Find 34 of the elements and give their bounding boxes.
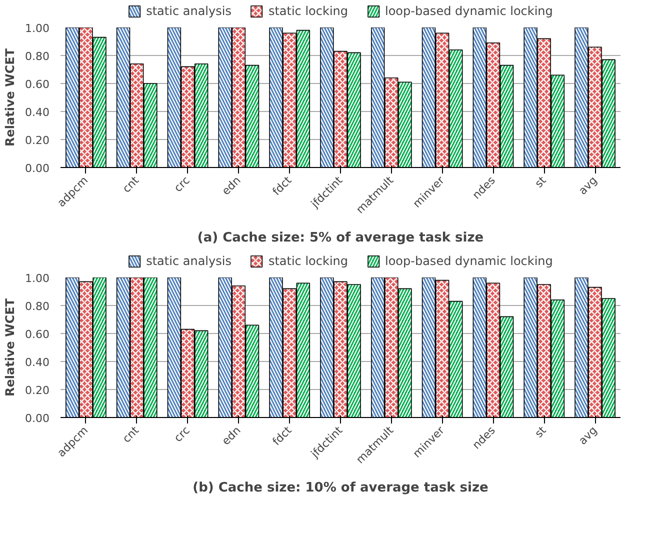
y-tick-label: 0.60 (25, 78, 50, 91)
text: (a) Cache size: 5% of average task size (197, 230, 484, 246)
y-tick-label: 0.60 (25, 328, 50, 341)
y-tick-label: 1.00 (25, 272, 50, 285)
y-axis-title: Relative WCET (3, 298, 18, 396)
text: (b) Cache size: 10% of average task size (192, 480, 489, 496)
y-tick-label: 0.20 (25, 134, 50, 147)
x-tick-label: crc (172, 174, 192, 195)
x-tick-label: cnt (120, 173, 142, 196)
legend-label: static analysis (146, 254, 232, 268)
y-tick-label: 0.20 (25, 384, 50, 397)
x-tick-label: fdct (270, 423, 295, 448)
x-tick-label: st (532, 423, 550, 440)
x-tick-label: edn (219, 424, 244, 448)
legend-label: loop-based dynamic locking (385, 254, 553, 268)
legend-label: static locking (268, 4, 348, 18)
x-tick-label: crc (172, 424, 192, 445)
legend-label: loop-based dynamic locking (385, 4, 553, 18)
y-tick-label: 0.80 (25, 300, 50, 313)
x-tick-label: st (532, 173, 550, 190)
legend-label: static analysis (146, 4, 232, 18)
x-tick-label: edn (219, 174, 244, 198)
y-tick-label: 0.40 (25, 106, 50, 119)
y-tick-label: 0.00 (25, 412, 50, 425)
y-tick-label: 0.80 (25, 50, 50, 63)
x-tick-label: cnt (120, 423, 142, 446)
y-tick-label: 0.40 (25, 356, 50, 369)
y-tick-label: 1.00 (25, 22, 50, 35)
y-tick-label: 0.00 (25, 162, 50, 175)
x-tick-label: avg (576, 424, 600, 448)
x-tick-label: avg (576, 174, 600, 198)
legend-label: static locking (268, 254, 348, 268)
y-axis-title: Relative WCET (3, 48, 18, 146)
x-tick-label: fdct (270, 173, 295, 198)
